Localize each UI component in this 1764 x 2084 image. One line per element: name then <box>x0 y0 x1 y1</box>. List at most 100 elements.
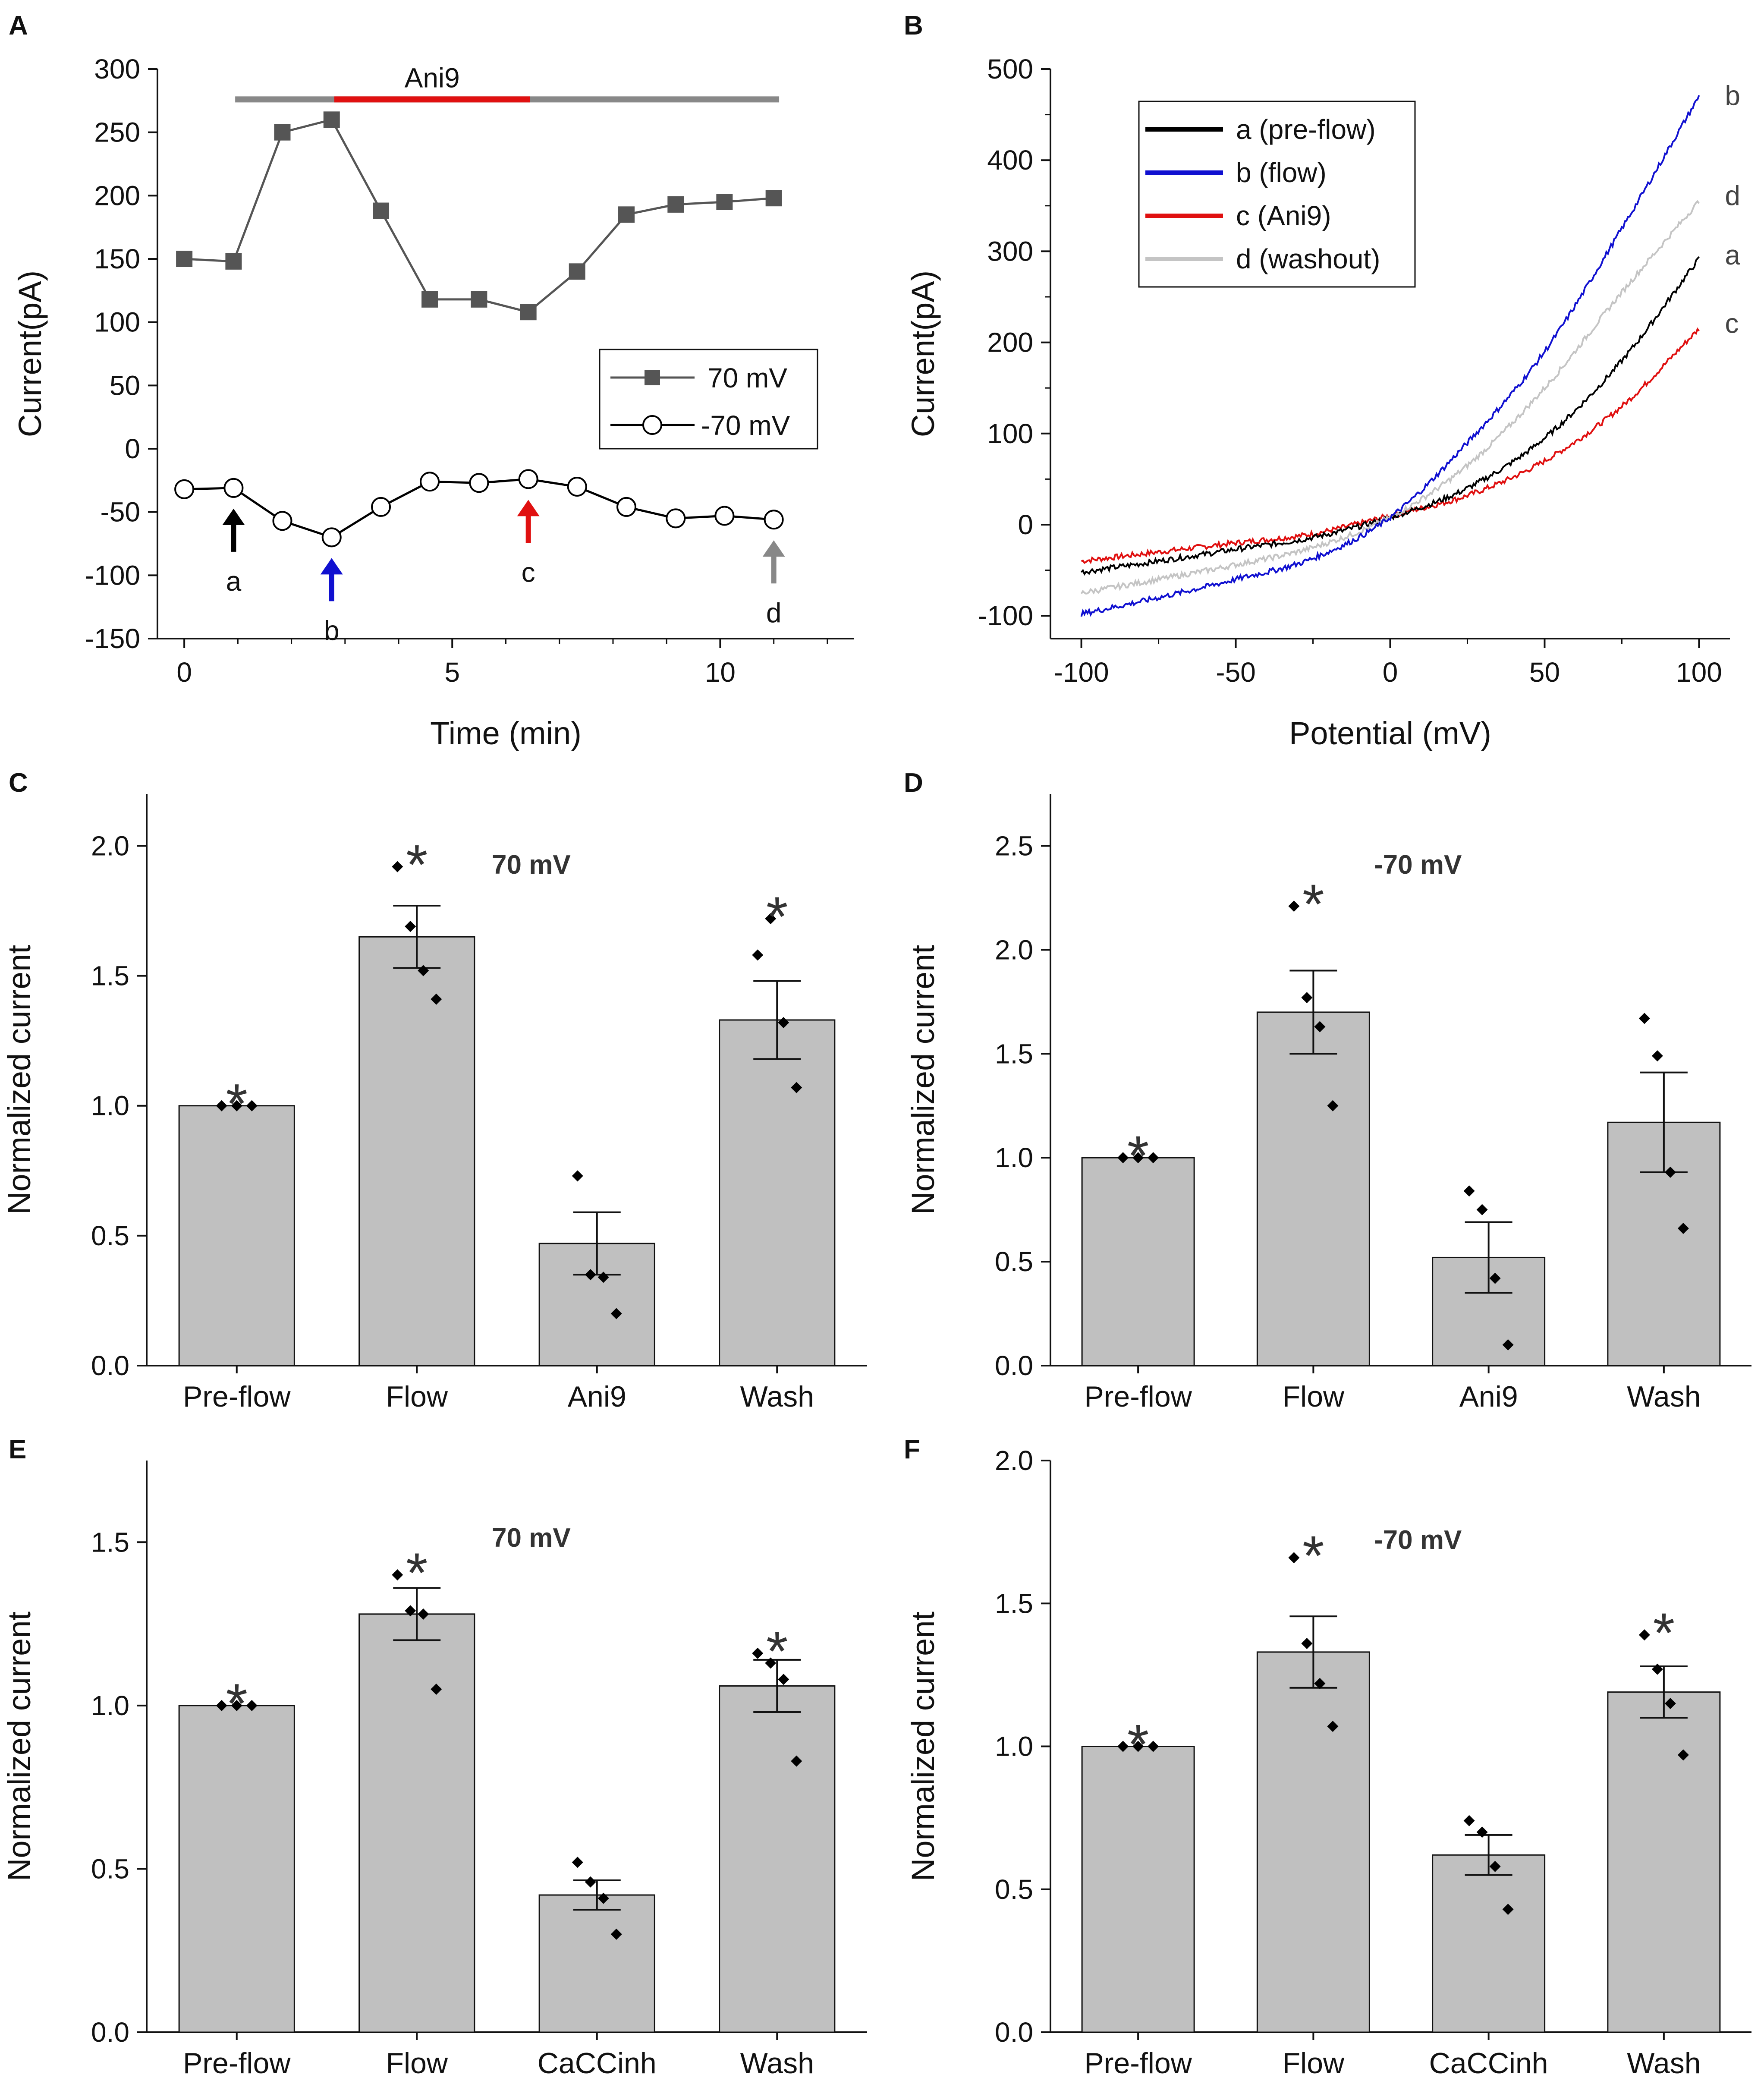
trace-end-label: b <box>1725 80 1740 111</box>
data-point <box>778 1674 789 1685</box>
panel-d: D 0.0 0.5 1.0 1.5 2.0 2.5 Normalized current -70… <box>904 768 1751 1413</box>
y-tick-label: 0.5 <box>995 1874 1033 1905</box>
data-point <box>610 1308 622 1319</box>
data-point <box>610 1928 622 1940</box>
arrow-head <box>517 500 540 516</box>
legend-label: 70 mV <box>707 362 787 394</box>
bar <box>1256 1011 1370 1366</box>
bar <box>1256 1651 1370 2033</box>
data-point <box>572 1857 583 1868</box>
panel-e: E 0.0 0.5 1.0 1.5 Normalized current 70 mV * Pre… <box>1 1435 867 2080</box>
y-axis-label: Normalized current <box>905 1612 941 1882</box>
panel-letter-c: C <box>9 768 28 798</box>
data-point <box>216 1100 227 1111</box>
y-tick-label: 1.5 <box>995 1038 1033 1069</box>
significance-star: * <box>1127 1713 1149 1776</box>
square-marker <box>274 124 291 141</box>
legend: a (pre-flow) b (flow) c (Ani9) d (washout) <box>1138 101 1416 288</box>
data-point <box>1463 1815 1475 1826</box>
category-label: Pre-flow <box>183 1380 291 1413</box>
trace-end-label: d <box>1725 180 1740 211</box>
series-line-70mv <box>184 118 774 313</box>
data-point <box>418 1608 429 1620</box>
data-point <box>585 1269 596 1281</box>
data-point <box>231 1100 242 1111</box>
panel-letter-d: D <box>904 768 923 798</box>
x-tick-label: -100 <box>1054 657 1109 688</box>
category-label: Flow <box>1283 1380 1345 1413</box>
square-marker <box>225 253 242 270</box>
x-tick-label: 100 <box>1676 657 1722 688</box>
category-label: CaCCinh <box>538 2047 657 2080</box>
y-tick-label: 100 <box>94 307 140 338</box>
square-marker <box>373 202 390 219</box>
square-marker <box>618 206 635 223</box>
data-point <box>1301 992 1313 1004</box>
data-point <box>1502 1904 1514 1915</box>
category-label: Pre-flow <box>1084 2047 1192 2080</box>
circle-marker <box>764 510 784 530</box>
voltage-annotation: -70 mV <box>1374 850 1462 880</box>
legend-box <box>599 349 818 450</box>
data-point <box>1677 1749 1689 1761</box>
y-tick-label: 100 <box>987 418 1033 449</box>
panel-c: C 0.0 0.5 1.0 1.5 2.0 Normalized current 70 mV *… <box>1 768 867 1413</box>
y-tick-label: 0.0 <box>91 2017 129 2048</box>
data-point <box>1677 1223 1689 1234</box>
category-label: Wash <box>1627 1380 1701 1413</box>
y-tick-label: 1.0 <box>995 1731 1033 1762</box>
data-point <box>1327 1721 1339 1732</box>
bar <box>1432 1854 1546 2033</box>
data-point <box>765 1657 777 1669</box>
y-tick-label: -150 <box>85 623 140 654</box>
data-point <box>1476 1204 1488 1215</box>
data-point <box>246 1700 258 1711</box>
y-axis-label: Current(pA) <box>905 271 941 438</box>
panel-a: A -150 -100 -50 0 50 100 150 200 250 300 0 5 10 Curren… <box>9 11 854 751</box>
data-point <box>1117 1152 1129 1164</box>
data-point <box>572 1170 583 1182</box>
data-point <box>1148 1741 1159 1752</box>
significance-star: * <box>1127 1124 1149 1187</box>
significance-star: * <box>1302 872 1324 935</box>
y-tick-label: 0.0 <box>91 1350 129 1381</box>
voltage-annotation: -70 mV <box>1374 1525 1462 1555</box>
data-point <box>231 1700 242 1711</box>
data-point <box>1638 1629 1650 1641</box>
y-axis-label: Normalized current <box>905 945 941 1215</box>
data-point <box>405 921 416 932</box>
legend-label: d (washout) <box>1236 243 1380 274</box>
y-tick-label: 300 <box>94 54 140 85</box>
legend-label: c (Ani9) <box>1236 200 1331 231</box>
category-label: Wash <box>1627 2047 1701 2080</box>
circle-marker <box>666 508 686 529</box>
arrow-head <box>762 540 785 557</box>
square-marker <box>520 304 537 321</box>
y-tick-label: -100 <box>85 560 140 591</box>
category-label: Pre-flow <box>183 2047 291 2080</box>
y-tick-label: -50 <box>101 497 141 528</box>
bar <box>1607 1691 1721 2033</box>
arrow-head <box>320 558 343 575</box>
y-tick-label: 1.5 <box>995 1588 1033 1619</box>
y-tick-label: 0.0 <box>995 1350 1033 1381</box>
arrow-label: a <box>226 566 242 597</box>
iv-trace-a <box>1081 256 1700 576</box>
square-marker <box>716 194 733 210</box>
circle-marker <box>223 478 244 498</box>
data-point <box>1502 1339 1514 1351</box>
square-marker <box>569 263 585 280</box>
y-tick-label: 400 <box>987 145 1033 176</box>
data-point <box>752 1647 764 1659</box>
significance-star: * <box>226 1672 248 1735</box>
y-tick-label: 250 <box>94 117 140 148</box>
data-point <box>1664 1166 1676 1178</box>
data-point <box>1476 1826 1488 1838</box>
significance-star: * <box>406 1541 428 1604</box>
data-point <box>1664 1698 1676 1709</box>
circle-marker <box>321 527 342 548</box>
voltage-annotation: 70 mV <box>492 1523 571 1553</box>
category-label: Flow <box>386 2047 448 2080</box>
bar <box>719 1685 836 2033</box>
